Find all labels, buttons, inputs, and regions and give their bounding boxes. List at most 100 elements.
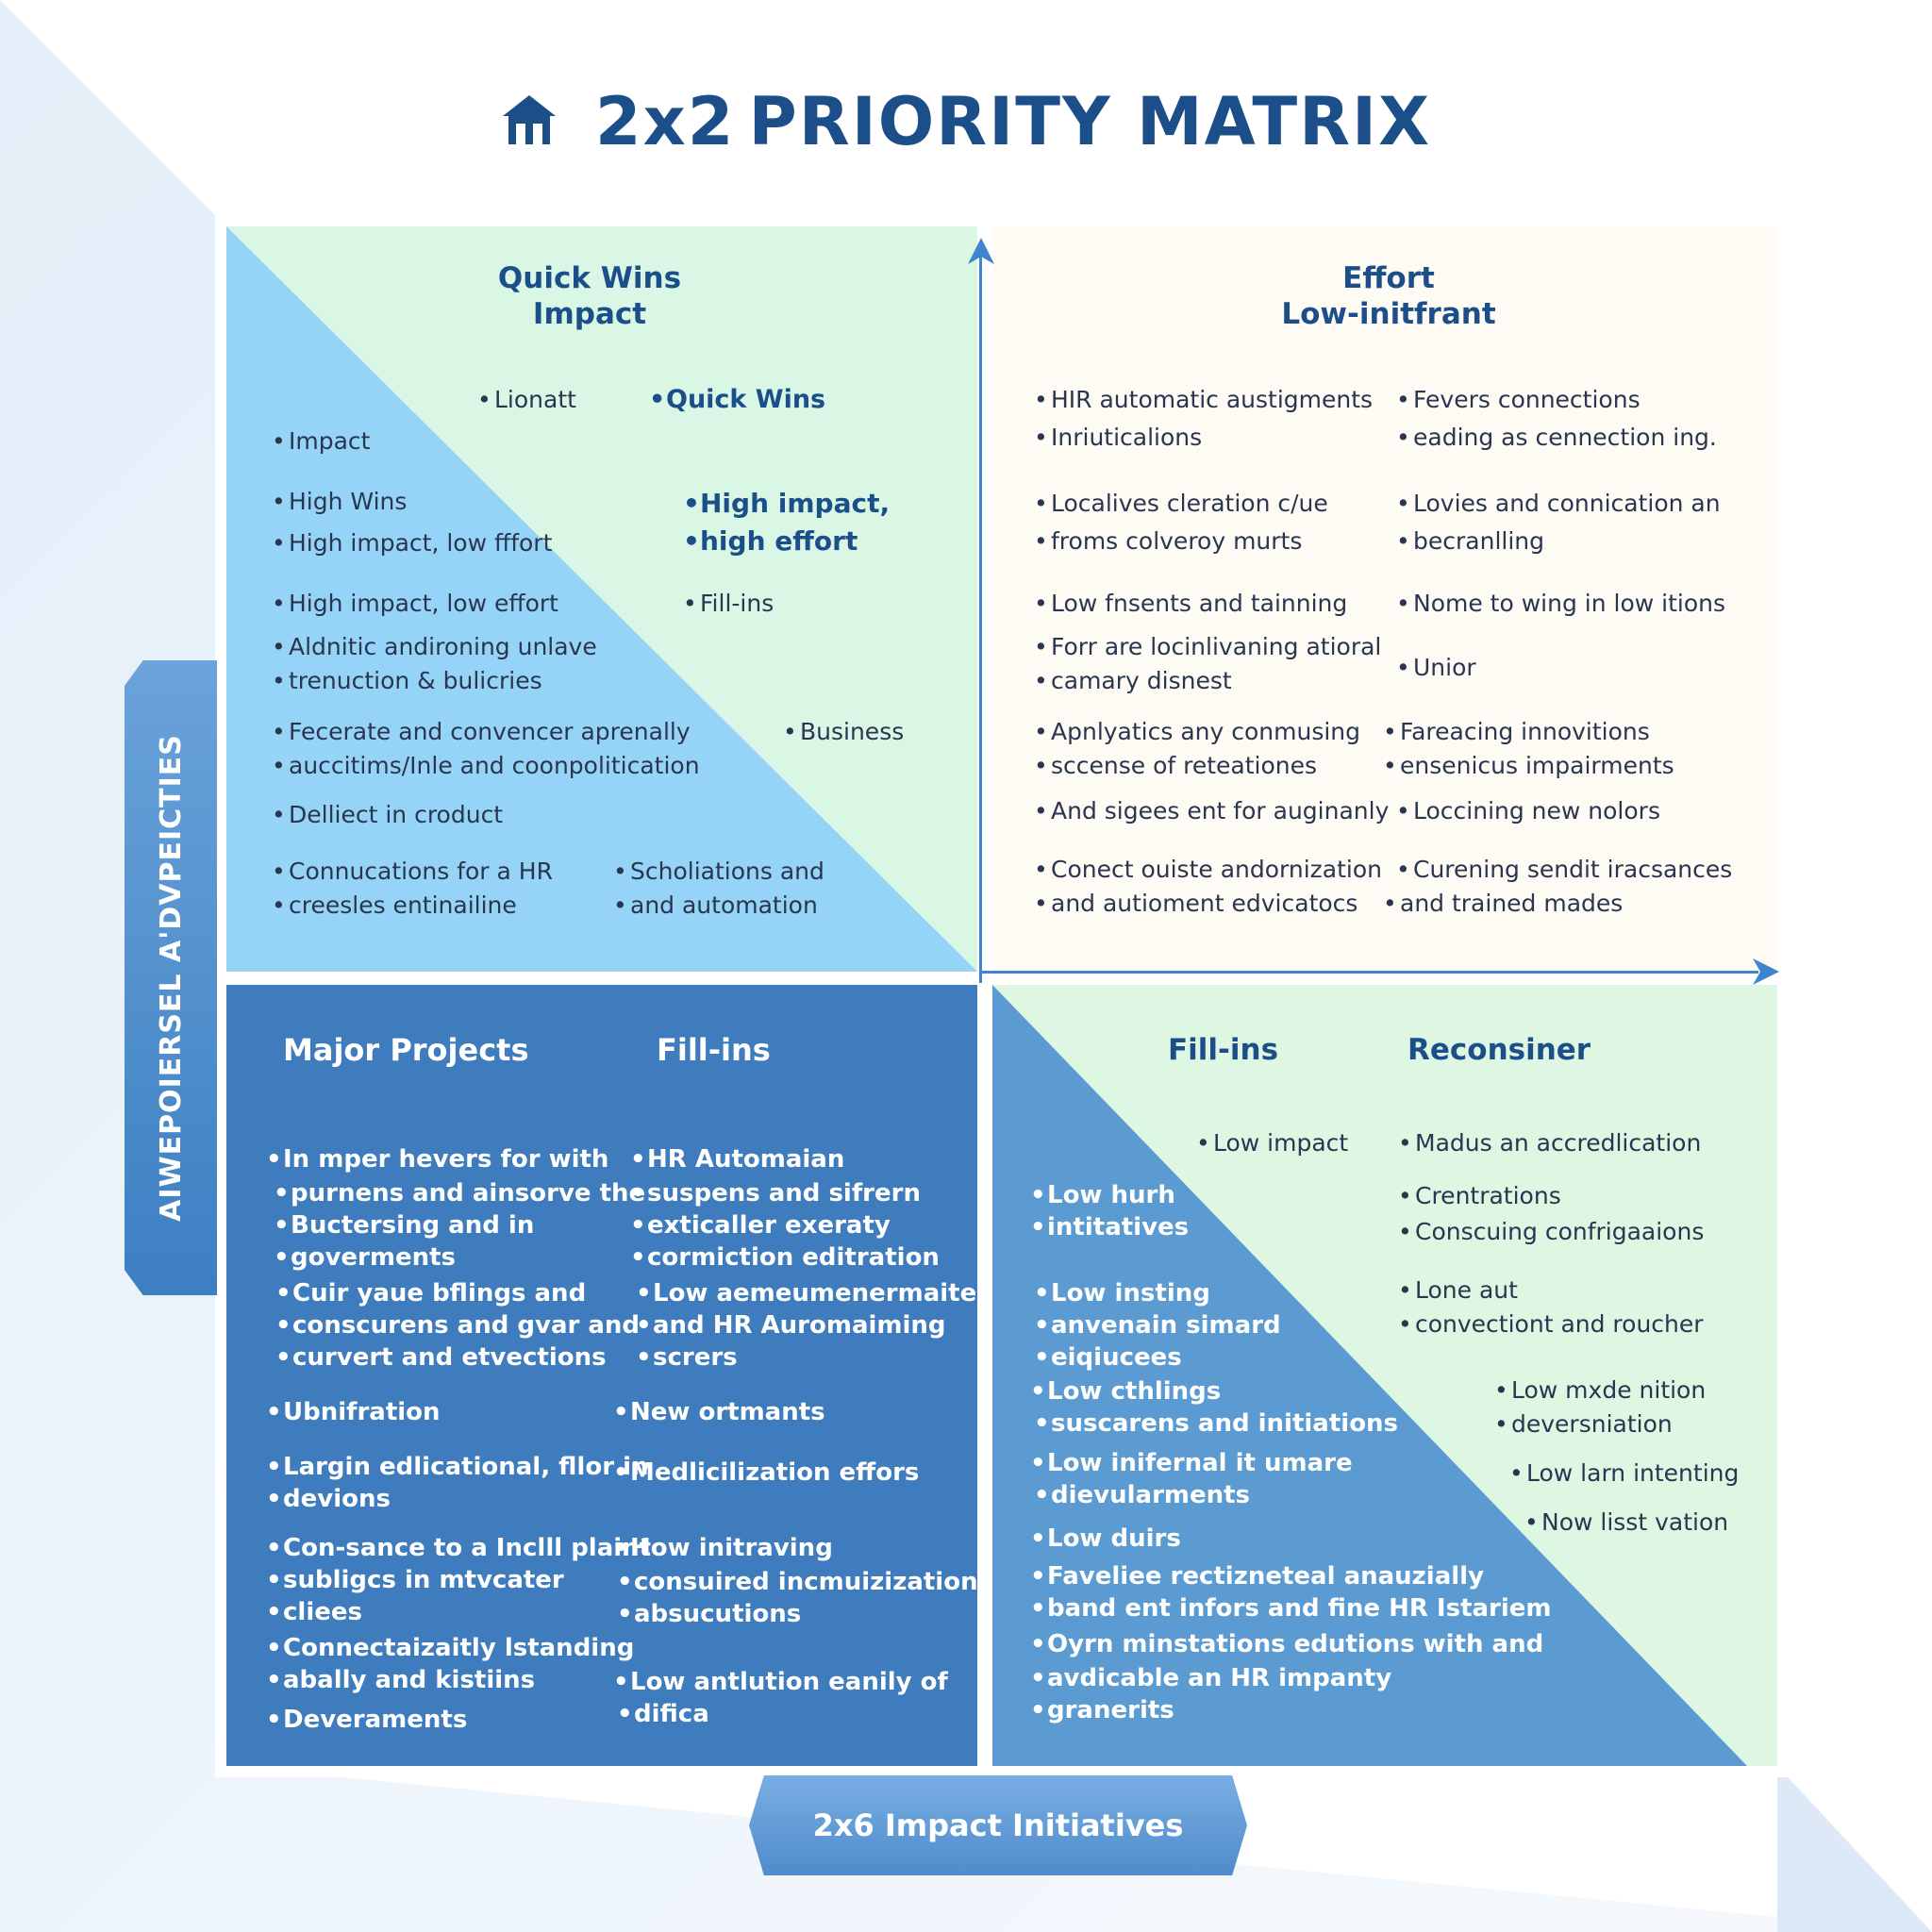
- list-item: Curening sendit iracsances: [1396, 853, 1732, 887]
- list-item-continuation: becranlling: [1396, 525, 1544, 558]
- list-item: Crentrations: [1398, 1179, 1561, 1213]
- quadrant-heading-left: Major Projects: [283, 1032, 529, 1068]
- title-main: PRIORITY MATRIX: [748, 83, 1432, 160]
- list-item: avdicable an HR impanty: [1030, 1662, 1391, 1694]
- y-axis-arrow-icon: [968, 238, 994, 264]
- list-item: Business: [783, 715, 904, 749]
- list-item: Low inifernal it umare: [1030, 1447, 1353, 1479]
- list-item-continuation: abally and kistiins: [266, 1664, 535, 1696]
- list-item-continuation: eiqiucees: [1034, 1341, 1182, 1374]
- list-item: Madus an accredlication: [1398, 1126, 1701, 1160]
- quadrant-heading-right: Fill-ins: [657, 1032, 771, 1068]
- house-icon: [502, 95, 556, 144]
- list-item: High impact, low effort: [272, 587, 558, 621]
- list-item-continuation: band ent infors and fine HR Istariem: [1030, 1592, 1552, 1624]
- quadrant-heading: Effort Low-initfrant: [1200, 260, 1577, 332]
- list-item-continuation: curvert and etvections: [275, 1341, 607, 1374]
- list-item: Scholiations and: [613, 855, 824, 889]
- list-item: Low fnsents and tainning: [1034, 587, 1347, 621]
- list-item: Faveliee rectizneteal anauzially: [1030, 1560, 1484, 1592]
- list-item-continuation: suscarens and initiations: [1034, 1407, 1398, 1440]
- list-item: Apnlyatics any conmusing: [1034, 715, 1360, 749]
- list-item: Low hurh: [1030, 1179, 1175, 1211]
- list-item-continuation: suspens and sifrern: [630, 1177, 921, 1209]
- list-item-continuation: Inriuticalions: [1034, 421, 1202, 455]
- list-item: Low cthlings: [1030, 1375, 1221, 1407]
- list-item-continuation: cormiction editration: [630, 1241, 940, 1274]
- list-item: Lovies and connication an: [1396, 487, 1721, 521]
- list-item-continuation: deversniation: [1494, 1407, 1673, 1441]
- list-item-continuation: and autioment edvicatocs: [1034, 887, 1357, 921]
- list-item-continuation: and automation: [613, 889, 818, 923]
- list-item: Quick Wins: [649, 381, 825, 419]
- list-item-continuation: camary disnest: [1034, 664, 1232, 698]
- list-item: HR Automaian: [630, 1143, 844, 1175]
- x-axis-label: 2x6 Impact Initiatives: [812, 1807, 1184, 1843]
- list-item-continuation: subligcs in mtvcater: [266, 1564, 564, 1596]
- list-item: Now lisst vation: [1524, 1506, 1728, 1540]
- list-item: Forr are locinlivaning atioral: [1034, 630, 1381, 664]
- y-axis-label: AIWEPOIERSEL A'DVPEICTIES: [125, 660, 217, 1295]
- quadrant-bottom-right: Fill-ins Reconsiner Low impact Madus an …: [992, 985, 1777, 1766]
- list-item-continuation: purnens and ainsorve the: [274, 1177, 645, 1209]
- list-item-continuation: difica: [617, 1698, 709, 1730]
- list-item-continuation: absucutions: [617, 1598, 801, 1630]
- list-item: Loccining new nolors: [1396, 794, 1660, 828]
- list-item: Nome to wing in low itions: [1396, 587, 1725, 621]
- list-item: Low impact: [1196, 1126, 1348, 1160]
- list-item: high effort: [683, 523, 858, 560]
- quadrant-heading-left: Fill-ins: [1168, 1033, 1279, 1067]
- y-axis-label-text: AIWEPOIERSEL A'DVPEICTIES: [154, 734, 188, 1222]
- x-axis-label-tab: [749, 1775, 1247, 1875]
- list-item-continuation: convectiont and roucher: [1398, 1307, 1704, 1341]
- list-item: Impact: [272, 425, 370, 458]
- list-item-continuation: conscurens and gvar and·: [275, 1309, 649, 1341]
- list-item: In mper hevers for with: [266, 1143, 608, 1175]
- list-item-continuation: froms colveroy murts: [1034, 525, 1302, 558]
- list-item-continuation: creesles entinailine: [272, 889, 517, 923]
- page-title: 2x2 PRIORITY MATRIX: [0, 83, 1932, 160]
- list-item: Connucations for a HR: [272, 855, 553, 889]
- list-item: Conect ouiste andornization: [1034, 853, 1382, 887]
- y-axis-label-tab: [125, 660, 217, 1295]
- list-item: Fevers connections: [1396, 383, 1641, 417]
- list-item: exticaller exeraty: [630, 1209, 891, 1241]
- list-item: Fill-ins: [683, 587, 774, 621]
- list-item: Lionatt: [477, 383, 576, 417]
- list-item-continuation: ensenicus impairments: [1383, 749, 1674, 783]
- quadrant-major-projects: Major Projects Fill-ins In mper hevers f…: [226, 985, 977, 1766]
- list-item-continuation: trenuction & bulicries: [272, 664, 542, 698]
- title-prefix: 2x2: [594, 83, 736, 160]
- list-item: How initraving: [613, 1532, 833, 1564]
- list-item-continuation: eading as cennection ing.: [1396, 421, 1717, 455]
- list-item: Largin edlicational, fllor in: [266, 1451, 649, 1483]
- list-item: Fareacing innovitions: [1383, 715, 1650, 749]
- list-item: Medlicilization effors: [613, 1457, 919, 1489]
- list-item: Low aemeumenermaited: [636, 1277, 977, 1309]
- list-item-continuation: scrers: [636, 1341, 738, 1374]
- list-item-continuation: intitatives: [1030, 1211, 1189, 1243]
- list-item: Fecerate and convencer aprenally: [272, 715, 691, 749]
- quadrant-diagonal-fill: [226, 226, 977, 972]
- list-item: Low mxde nition: [1494, 1374, 1706, 1407]
- list-item: Unior: [1396, 651, 1476, 685]
- list-item: Ubnifration: [266, 1396, 441, 1428]
- list-item-continuation: cliees: [266, 1596, 362, 1628]
- list-item: Low larn intenting: [1509, 1457, 1739, 1491]
- list-item-continuation: auccitims/Inle and coonpolitication: [272, 749, 700, 783]
- list-item: Con-sance to a Inclll plaint: [266, 1532, 651, 1564]
- list-item: Aldnitic andironing unlave: [272, 630, 597, 664]
- list-item-continuation: Deveraments: [266, 1704, 467, 1736]
- x-axis-line: [981, 971, 1758, 974]
- heading-line-2: Low-initfrant: [1281, 297, 1496, 331]
- list-item: And sigees ent for auginanly: [1034, 794, 1389, 828]
- list-item: High impact, low fffort: [272, 526, 552, 560]
- list-item: Dellіect in croduct: [272, 798, 503, 832]
- list-item-continuation: devions: [266, 1483, 391, 1515]
- list-item: Oyrn minstations edutions with and: [1030, 1628, 1543, 1660]
- list-item: Localives cleration c/ue: [1034, 487, 1328, 521]
- list-item-continuation: granerits: [1030, 1694, 1174, 1726]
- y-axis-line: [979, 255, 982, 983]
- quadrant-heading: Quick Wins Impact: [462, 260, 717, 332]
- list-item: Connectaizaitly lstanding: [266, 1632, 634, 1664]
